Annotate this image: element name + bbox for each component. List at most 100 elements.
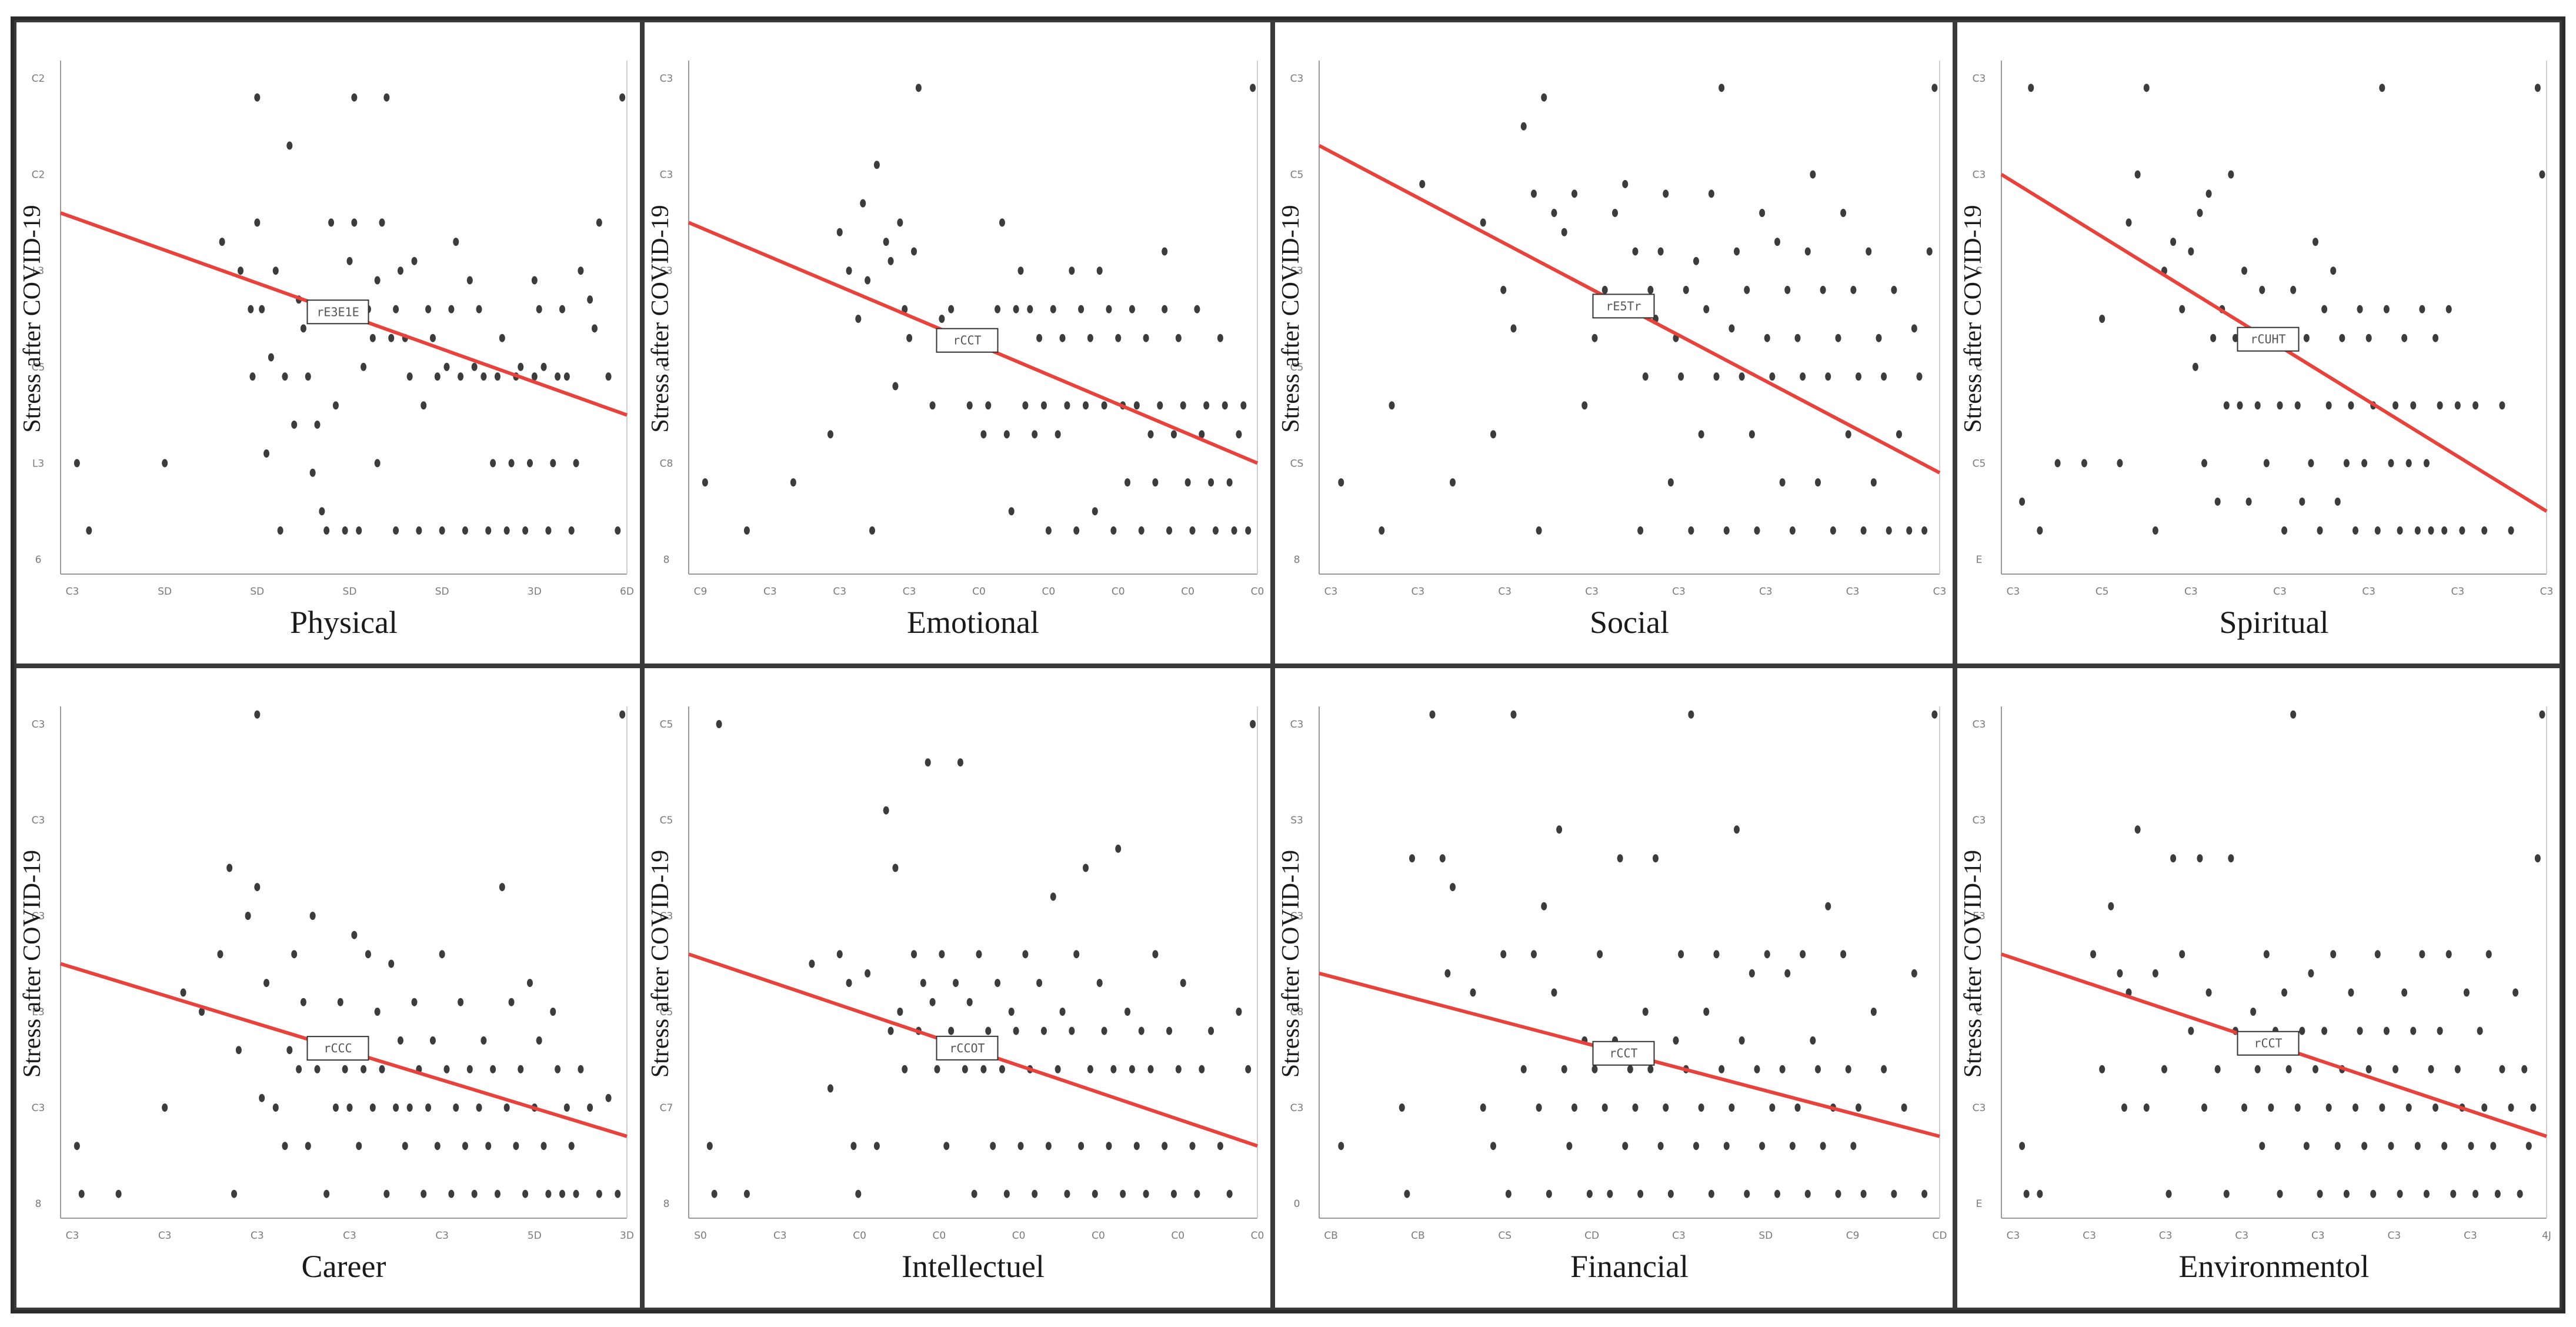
data-point xyxy=(263,449,270,458)
data-point xyxy=(2388,1142,2394,1151)
data-point xyxy=(1571,1103,1577,1112)
x-tick-label: 5D xyxy=(528,1230,542,1242)
data-point xyxy=(2317,1189,2323,1198)
data-point xyxy=(591,324,598,333)
data-point xyxy=(1022,950,1029,959)
data-point xyxy=(1622,179,1629,188)
x-tick-label: C3 xyxy=(2083,1230,2096,1242)
data-point xyxy=(1409,854,1415,863)
x-tick-label: C3 xyxy=(1672,1230,1686,1242)
data-point xyxy=(2499,1065,2505,1073)
data-point xyxy=(518,1065,524,1073)
fit-label-text: rCCOT xyxy=(949,1041,985,1055)
data-point xyxy=(1250,84,1256,92)
data-point xyxy=(374,459,381,468)
x-axis-title: Spiritual xyxy=(2220,605,2329,640)
data-point xyxy=(1125,1008,1131,1016)
data-point xyxy=(448,305,455,314)
data-point xyxy=(2405,1103,2412,1112)
data-point xyxy=(2521,1065,2528,1073)
data-point xyxy=(383,1189,390,1198)
data-point xyxy=(1162,305,1168,314)
data-point xyxy=(568,526,575,535)
data-point xyxy=(596,1189,602,1198)
data-point xyxy=(388,959,395,968)
data-point xyxy=(238,266,244,275)
data-point xyxy=(1115,844,1122,853)
data-point xyxy=(2117,969,2123,978)
data-point xyxy=(1399,1103,1405,1112)
data-point xyxy=(1073,526,1080,535)
x-tick-label: CS xyxy=(1498,1230,1511,1242)
data-point xyxy=(1059,1008,1066,1016)
data-point xyxy=(1106,1142,1112,1151)
data-point xyxy=(286,141,293,150)
y-tick-label: E3 xyxy=(32,1006,45,1018)
scatter-plot: E C3 C E3 C3 C3 C3 C3 C3 C3 C3 C3 C3 4J rCCT Stress aft… xyxy=(1960,706,2551,1284)
x-tick-label: C0 xyxy=(1042,586,1056,598)
data-point xyxy=(503,526,510,535)
data-point xyxy=(1087,1065,1093,1073)
data-point xyxy=(503,1103,510,1112)
data-point xyxy=(1245,1065,1252,1073)
data-point xyxy=(2432,1103,2439,1112)
y-tick-label: S3 xyxy=(1290,265,1303,277)
x-tick-label: C3 xyxy=(2311,1230,2325,1242)
data-point xyxy=(1541,93,1547,102)
fit-label-box xyxy=(306,1036,369,1061)
data-point xyxy=(1505,1189,1511,1198)
data-point xyxy=(971,1189,977,1198)
data-point xyxy=(1744,1189,1750,1198)
data-point xyxy=(985,1026,992,1035)
data-point xyxy=(980,430,987,439)
x-tick-label: 3D xyxy=(528,586,542,598)
data-point xyxy=(1083,863,1089,872)
data-point xyxy=(929,998,936,1006)
data-point xyxy=(1003,430,1010,439)
data-point xyxy=(1217,1142,1223,1151)
data-point xyxy=(351,218,358,227)
data-point xyxy=(540,1142,547,1151)
data-point xyxy=(578,1065,584,1073)
data-point xyxy=(439,526,445,535)
y-tick-label: C5 xyxy=(32,362,45,374)
scatter-plot: 6 L3 C5 L3 C2 C2 C3 SD SD SD SD 3D 6D rE3E1E Stress af… xyxy=(19,61,634,640)
scatter-plot: 8 C7 C5 C3 C5 C5 S0 C3 C0 C0 C0 C0 C0 C0 rCCOT Stress a… xyxy=(647,706,1264,1284)
x-tick-label: C3 xyxy=(66,1230,79,1242)
data-point xyxy=(2450,1189,2457,1198)
x-tick-label: S0 xyxy=(694,1230,707,1242)
data-point xyxy=(2393,401,2399,410)
data-point xyxy=(790,478,796,487)
data-point xyxy=(249,372,256,381)
data-point xyxy=(2299,1026,2305,1035)
data-point xyxy=(827,1084,833,1093)
data-point xyxy=(587,1103,593,1112)
y-tick-label: C3 xyxy=(1290,1102,1304,1114)
data-point xyxy=(1125,478,1131,487)
fit-label-text: rCCC xyxy=(323,1041,352,1055)
data-point xyxy=(1096,979,1103,988)
data-point xyxy=(1774,238,1780,246)
data-point xyxy=(536,1036,542,1045)
x-tick-label: SD xyxy=(435,586,449,598)
data-point xyxy=(2334,1142,2341,1151)
data-point xyxy=(1683,285,1689,294)
data-point xyxy=(892,863,899,872)
scatter-panel-spiritual: E C5 C C C3 C3 C3 C5 C3 C3 C3 C3 C3 rCUHT Stress after… xyxy=(1955,20,2562,666)
y-tick-label: C5 xyxy=(660,719,673,731)
data-point xyxy=(2432,334,2439,342)
data-point xyxy=(2414,526,2421,535)
data-point xyxy=(1870,478,1877,487)
y-tick-label: C3 xyxy=(32,815,45,826)
x-tick-label: C3 xyxy=(2388,1230,2401,1242)
data-point xyxy=(2401,988,2408,997)
data-point xyxy=(2361,459,2368,468)
data-point xyxy=(1050,892,1056,901)
y-tick-label: C3 xyxy=(1290,911,1304,922)
data-point xyxy=(2188,1026,2194,1035)
data-point xyxy=(2290,285,2297,294)
data-point xyxy=(2428,1065,2434,1073)
data-point xyxy=(2241,1103,2248,1112)
x-tick-label: C0 xyxy=(1112,586,1125,598)
data-point xyxy=(259,1093,265,1102)
